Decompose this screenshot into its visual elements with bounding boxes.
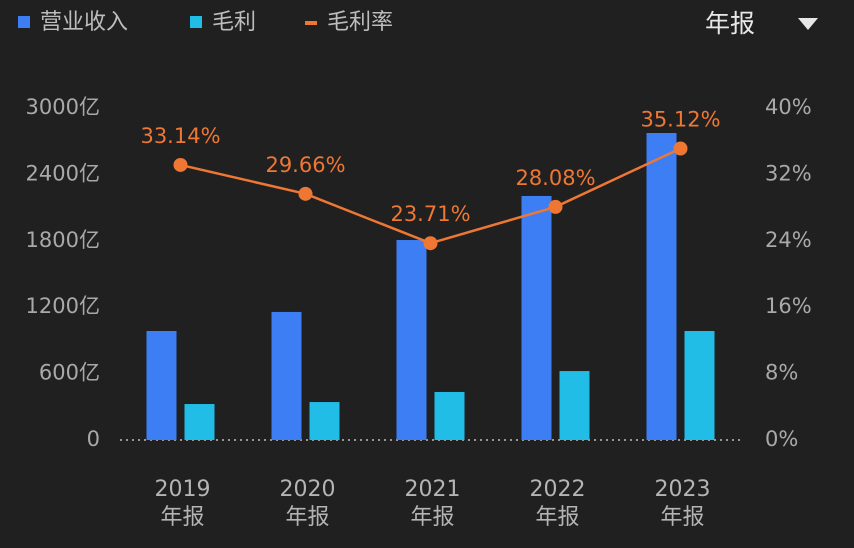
bar (521, 195, 552, 440)
legend-label: 毛利率 (327, 10, 393, 35)
y-tick-label: 3000亿 (26, 95, 100, 119)
y2-tick-label: 24% (765, 228, 812, 252)
bar (271, 311, 302, 440)
line-point (673, 141, 688, 156)
y-tick-label: 600亿 (39, 361, 100, 385)
line-point (173, 157, 188, 172)
y2-tick-label: 16% (765, 294, 812, 318)
legend-marker (190, 16, 202, 28)
bar (559, 371, 590, 440)
line-point (298, 186, 313, 201)
bar (309, 402, 340, 440)
y-tick-label: 1800亿 (26, 228, 100, 252)
legend-label: 毛利 (212, 10, 256, 35)
legend-marker (18, 16, 30, 28)
y-tick-label: 1200亿 (26, 294, 100, 318)
bar (146, 330, 177, 440)
period-selector[interactable]: 年报 (705, 9, 756, 38)
x-tick-label: 2022 年报 (529, 477, 586, 530)
bar (646, 133, 677, 440)
line (180, 147, 682, 245)
x-tick-label: 2023 年报 (654, 477, 711, 530)
bar (684, 330, 715, 440)
data-label: 29.66% (265, 153, 345, 177)
y-tick-label: 0 (87, 427, 100, 451)
y2-tick-label: 40% (765, 95, 812, 119)
x-tick-label: 2021 年报 (404, 477, 461, 530)
y2-tick-label: 32% (765, 161, 812, 185)
data-label: 35.12% (640, 108, 720, 132)
data-label: 23.71% (390, 202, 470, 226)
x-tick-label: 2019 年报 (154, 477, 211, 530)
legend-marker (305, 21, 317, 25)
data-label: 33.14% (140, 124, 220, 148)
bar (434, 391, 465, 440)
y-tick-label: 2400亿 (26, 161, 100, 185)
dropdown-arrow[interactable] (798, 18, 818, 30)
line-point (423, 236, 438, 251)
legend-label: 营业收入 (40, 10, 128, 35)
line-point (548, 199, 563, 214)
bar (396, 240, 427, 440)
y2-tick-label: 8% (765, 361, 798, 385)
data-label: 28.08% (515, 166, 595, 190)
y2-tick-label: 0% (765, 427, 798, 451)
bar (184, 404, 215, 440)
x-tick-label: 2020 年报 (279, 477, 336, 530)
